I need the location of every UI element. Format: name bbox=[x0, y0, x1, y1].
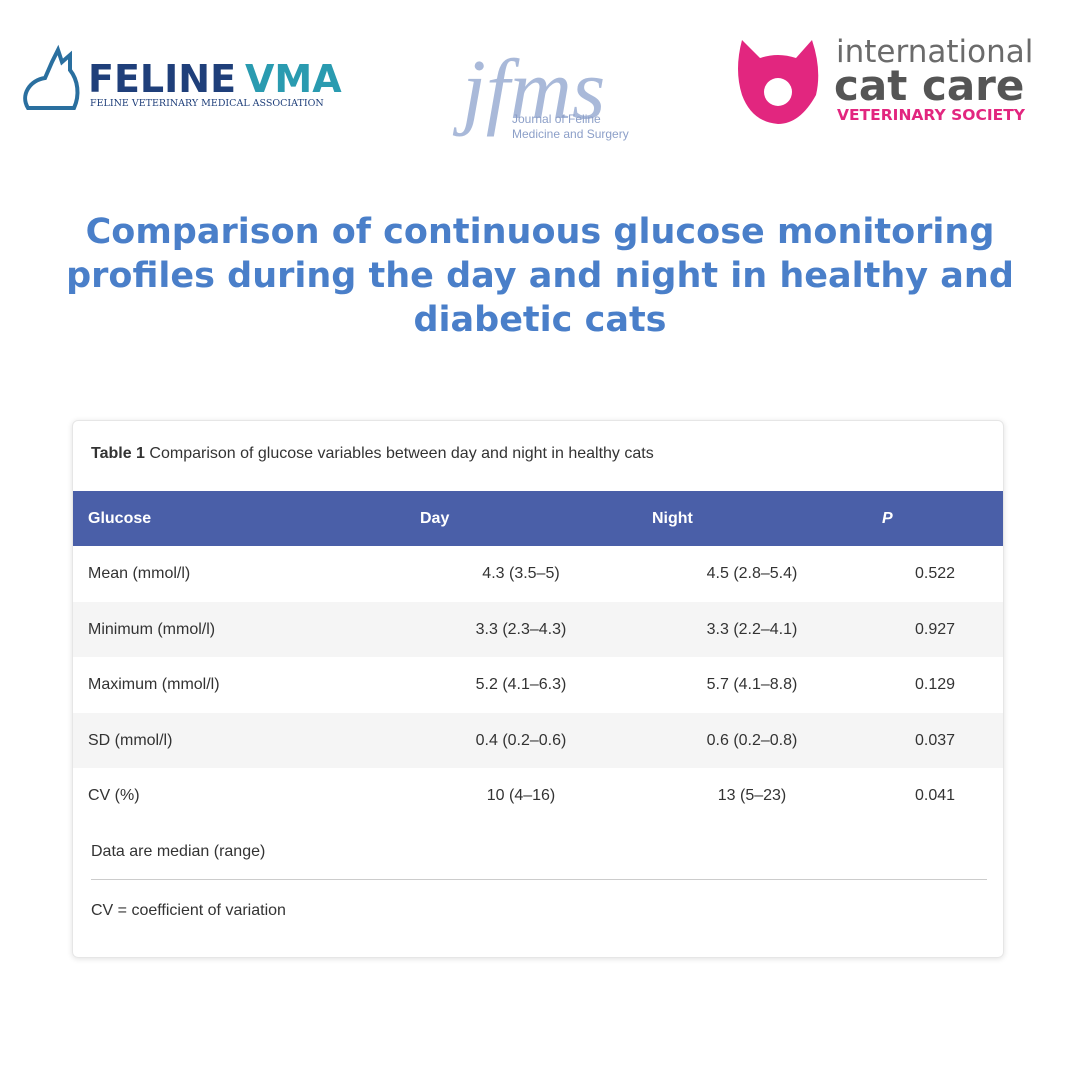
cell: 3.3 (2.3–4.3) bbox=[475, 620, 567, 638]
cell: 3.3 (2.2–4.1) bbox=[706, 620, 798, 638]
cell: 0.037 bbox=[914, 731, 956, 749]
cell: 0.522 bbox=[914, 565, 956, 582]
cell: 13 (5–23) bbox=[717, 787, 787, 804]
table-row: Maximum (mmol/l) 5.2 (4.1–6.3) 5.7 (4.1–8.… bbox=[73, 657, 1003, 712]
header-row: Glucose Day Night P bbox=[73, 491, 1003, 546]
caption-label: Table 1 bbox=[91, 445, 145, 462]
icc-logo: international cat care VETERINARY SOCIET… bbox=[738, 34, 1033, 124]
logo-text: cat care bbox=[834, 61, 1024, 110]
logos: FELINE VMA FELINE VETERINARY MEDICAL ASS… bbox=[23, 34, 1033, 141]
table-row: SD (mmol/l) 0.4 (0.2–0.6) 0.6 (0.2–0.8) 0.0… bbox=[73, 712, 1003, 768]
table-card: Table 1 Comparison of glucose variables … bbox=[72, 420, 1004, 958]
table-row: CV (%) 10 (4–16) 13 (5–23) 0.041 bbox=[73, 768, 1003, 823]
logo-subtitle: Journal of Feline bbox=[512, 112, 601, 126]
row-label: CV (%) bbox=[88, 787, 140, 804]
logo-text: international bbox=[836, 34, 1033, 70]
cat-icon bbox=[23, 44, 80, 110]
cell: 4.3 (3.5–5) bbox=[482, 565, 560, 582]
logo-text: VMA bbox=[245, 57, 342, 101]
logo-subtitle: Medicine and Surgery bbox=[512, 127, 629, 141]
separator bbox=[91, 879, 987, 880]
logo-text: FELINE bbox=[88, 57, 236, 101]
column-header: Day bbox=[420, 510, 450, 527]
logo-text: jfms bbox=[452, 41, 605, 137]
column-header: Glucose bbox=[88, 510, 152, 527]
felinevma-logo: FELINE VMA FELINE VETERINARY MEDICAL ASS… bbox=[23, 44, 342, 110]
cat-icon-detail bbox=[764, 78, 792, 106]
column-header: Night bbox=[652, 510, 693, 527]
table-row: Mean (mmol/l) 4.3 (3.5–5) 4.5 (2.8–5.4) 0.5… bbox=[73, 546, 1003, 601]
logo-subtitle: FELINE VETERINARY MEDICAL ASSOCIATION bbox=[90, 98, 324, 109]
table-note: Data are median (range) bbox=[91, 843, 266, 860]
row-label: SD (mmol/l) bbox=[88, 731, 173, 749]
table-caption: Table 1 Comparison of glucose variables … bbox=[91, 445, 654, 463]
table-note: CV = coefficient of variation bbox=[91, 902, 286, 919]
row-label: Mean (mmol/l) bbox=[88, 565, 191, 582]
cell: 0.041 bbox=[914, 787, 956, 804]
jfms-logo: jfms Journal of Feline Medicine and Surg… bbox=[452, 41, 629, 141]
cell: 10 (4–16) bbox=[486, 787, 556, 804]
row-label: Minimum (mmol/l) bbox=[88, 620, 216, 638]
row-label: Maximum (mmol/l) bbox=[88, 676, 220, 693]
cell: 0.927 bbox=[914, 620, 956, 638]
column-header: P bbox=[882, 510, 893, 527]
cell: 0.4 (0.2–0.6) bbox=[475, 731, 567, 749]
table-row: Minimum (mmol/l) 3.3 (2.3–4.3) 3.3 (2.2–4.… bbox=[73, 601, 1003, 657]
cell: 5.2 (4.1–6.3) bbox=[475, 676, 567, 693]
cell: 0.6 (0.2–0.8) bbox=[706, 731, 798, 749]
cell: 5.7 (4.1–8.8) bbox=[706, 676, 798, 693]
logo-text: VETERINARY SOCIETY bbox=[837, 106, 1026, 124]
caption-text: Comparison of glucose variables between … bbox=[149, 445, 654, 462]
cell: 0.129 bbox=[914, 676, 956, 693]
cell: 4.5 (2.8–5.4) bbox=[706, 565, 798, 582]
title: Comparison of continuous glucose monitor… bbox=[66, 212, 1014, 340]
